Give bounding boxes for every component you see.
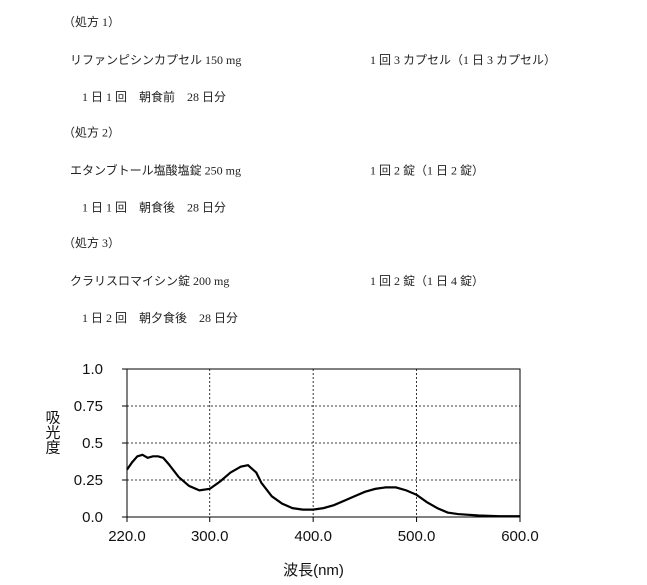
drug: エタンブトール塩酸塩錠 250 mg bbox=[70, 163, 241, 178]
spectrum-line bbox=[126, 453, 520, 518]
drug: クラリスロマイシン錠 200 mg bbox=[70, 273, 229, 288]
x-tick-label: 220.0 bbox=[108, 528, 146, 545]
timing: 1 日 2 回 朝夕食後 28 日分 bbox=[82, 310, 238, 325]
heading: （処方 2） bbox=[63, 125, 120, 140]
y-tick-label: 1.0 bbox=[82, 361, 103, 378]
heading: （処方 3） bbox=[63, 235, 120, 250]
y-tick-label: 0.75 bbox=[74, 398, 103, 415]
timing: 1 日 1 回 朝食前 28 日分 bbox=[82, 89, 226, 104]
dose: 1 回 2 錠（1 日 2 錠） bbox=[370, 163, 484, 178]
x-axis-label: 波長(nm) bbox=[283, 562, 344, 579]
y-tick-label: 0.0 bbox=[82, 509, 103, 526]
timing: 1 日 1 回 朝食後 28 日分 bbox=[82, 200, 226, 215]
dose: 1 回 3 カプセル（1 日 3 カプセル） bbox=[370, 53, 556, 67]
x-tick-label: 400.0 bbox=[294, 528, 332, 545]
x-tick-label: 500.0 bbox=[398, 528, 436, 545]
x-tick-label: 300.0 bbox=[191, 528, 229, 545]
y-axis-label: 吸光度 bbox=[44, 410, 61, 455]
heading: （処方 1） bbox=[63, 14, 120, 29]
x-tick-label: 600.0 bbox=[501, 528, 539, 545]
dose: 1 回 2 錠（1 日 4 錠） bbox=[370, 273, 484, 288]
plot-frame bbox=[126, 368, 521, 518]
y-tick-label: 0.25 bbox=[74, 472, 103, 489]
drug: リファンピシンカプセル 150 mg bbox=[70, 53, 241, 67]
y-tick-label: 0.5 bbox=[82, 435, 103, 452]
